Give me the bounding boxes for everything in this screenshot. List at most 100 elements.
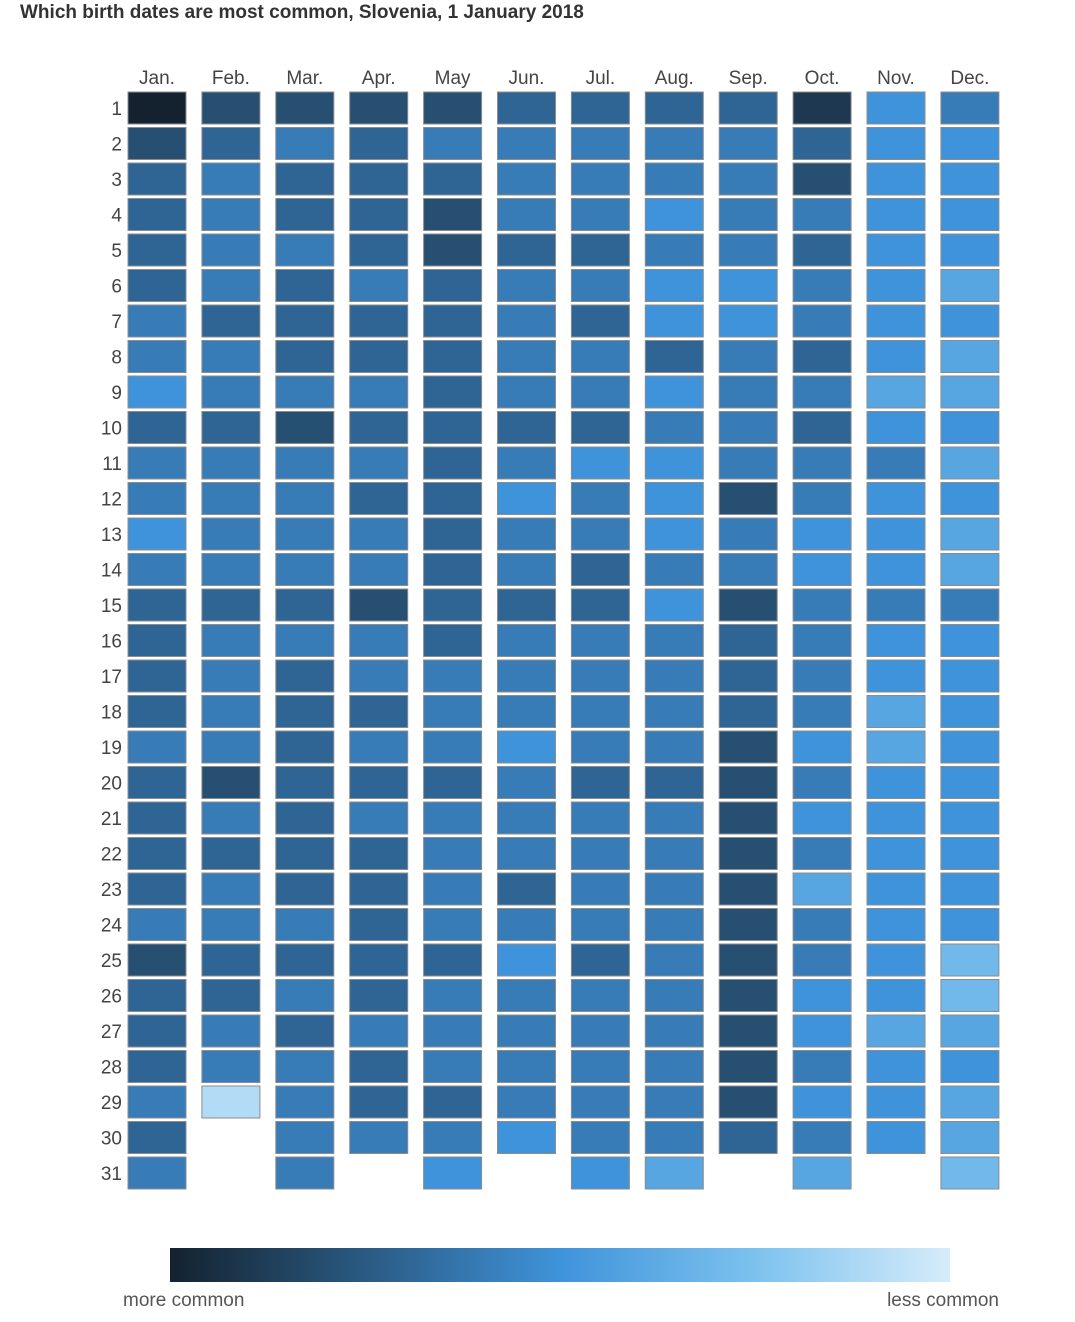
month-labels: Jan. Feb. Mar. Apr. May Jun. Jul. Aug. Sep. Oct. N… [139, 68, 989, 89]
heatmap-cell [201, 908, 261, 941]
day-label: 17 [101, 667, 122, 688]
day-label: 9 [111, 383, 122, 404]
heatmap-cell [127, 1156, 187, 1190]
legend-less-common-label: less common [887, 1290, 999, 1311]
heatmap-cell [423, 375, 483, 409]
day-label: 10 [101, 419, 122, 440]
heatmap-cell [570, 837, 630, 870]
heatmap-cell [201, 269, 261, 302]
heatmap-cell [866, 482, 926, 515]
heatmap-cell [349, 482, 409, 515]
heatmap-cell [644, 198, 704, 231]
heatmap-cell [940, 127, 1000, 160]
heatmap-cell [718, 375, 778, 409]
heatmap-cell [866, 553, 926, 586]
heatmap-cell [866, 1014, 926, 1048]
heatmap-cell [718, 908, 778, 941]
heatmap-cell [940, 198, 1000, 231]
heatmap-cell [644, 908, 704, 941]
heatmap-cell [718, 1014, 778, 1048]
heatmap-cell [940, 908, 1000, 941]
heatmap-cell [792, 162, 852, 196]
heatmap-cell [275, 91, 335, 125]
heatmap-cell [201, 1085, 261, 1119]
heatmap-cell [275, 872, 335, 906]
heatmap-cell [718, 624, 778, 657]
heatmap-cell [423, 588, 483, 622]
heatmap-cell [644, 304, 704, 338]
day-label: 18 [101, 703, 122, 724]
heatmap-cell [349, 624, 409, 657]
heatmap-cell [570, 624, 630, 657]
heatmap-cell [201, 482, 261, 515]
heatmap-cell [644, 1085, 704, 1119]
heatmap-cell [349, 127, 409, 160]
month-label: Apr. [362, 68, 396, 89]
heatmap-cell [866, 446, 926, 480]
heatmap-cell [497, 411, 556, 444]
heatmap-cell [940, 517, 1000, 551]
month-label: Feb. [212, 68, 250, 89]
heatmap-cell [349, 801, 409, 835]
day-label: 19 [101, 738, 122, 759]
heatmap-cell [792, 872, 852, 906]
heatmap-cell [275, 979, 335, 1012]
heatmap-cell [127, 1014, 187, 1048]
heatmap-cell [570, 269, 630, 302]
heatmap-cell [718, 872, 778, 906]
heatmap-cell [644, 979, 704, 1012]
heatmap-cell [718, 304, 778, 338]
heatmap-cells [127, 91, 1000, 1190]
heatmap-cell [792, 908, 852, 941]
heatmap-cell [497, 837, 556, 870]
heatmap-cell [718, 730, 778, 764]
heatmap-cell [127, 127, 187, 160]
heatmap-cell [127, 553, 187, 586]
heatmap-cell [127, 482, 187, 515]
heatmap-cell [497, 127, 556, 160]
heatmap-cell [866, 127, 926, 160]
heatmap-cell [940, 979, 1000, 1012]
heatmap-cell [570, 482, 630, 515]
heatmap-cell [792, 659, 852, 693]
heatmap-cell [644, 659, 704, 693]
heatmap-cell [644, 1014, 704, 1048]
heatmap-cell [497, 304, 556, 338]
heatmap-cell [423, 517, 483, 551]
heatmap-cell [127, 801, 187, 835]
heatmap-cell [127, 517, 187, 551]
heatmap-cell [349, 446, 409, 480]
heatmap-cell [497, 801, 556, 835]
heatmap-cell [644, 233, 704, 267]
heatmap-cell [570, 730, 630, 764]
heatmap-cell [718, 411, 778, 444]
heatmap-cell [423, 127, 483, 160]
day-label: 2 [111, 135, 122, 156]
birth-date-heatmap: Jan. Feb. Mar. Apr. May Jun. Jul. Aug. Sep. Oct. N… [101, 68, 1000, 1190]
heatmap-cell [275, 233, 335, 267]
heatmap-cell [866, 801, 926, 835]
heatmap-cell [644, 411, 704, 444]
heatmap-cell [718, 659, 778, 693]
heatmap-cell [349, 943, 409, 977]
legend-more-common-label: more common [123, 1290, 245, 1311]
heatmap-cell [127, 1050, 187, 1083]
heatmap-cell [349, 979, 409, 1012]
heatmap-cell [792, 1050, 852, 1083]
heatmap-cell [570, 1014, 630, 1048]
heatmap-cell [644, 837, 704, 870]
heatmap-cell [497, 1121, 556, 1154]
month-label: Nov. [877, 68, 915, 89]
heatmap-cell [718, 482, 778, 515]
heatmap-cell [866, 233, 926, 267]
heatmap-cell [792, 482, 852, 515]
heatmap-cell [570, 340, 630, 373]
month-label: Aug. [655, 68, 694, 89]
day-label: 4 [111, 206, 122, 227]
month-label: Mar. [286, 68, 323, 89]
heatmap-cell [127, 198, 187, 231]
heatmap-cell [866, 162, 926, 196]
heatmap-cell [570, 979, 630, 1012]
heatmap-cell [127, 837, 187, 870]
heatmap-cell [940, 588, 1000, 622]
